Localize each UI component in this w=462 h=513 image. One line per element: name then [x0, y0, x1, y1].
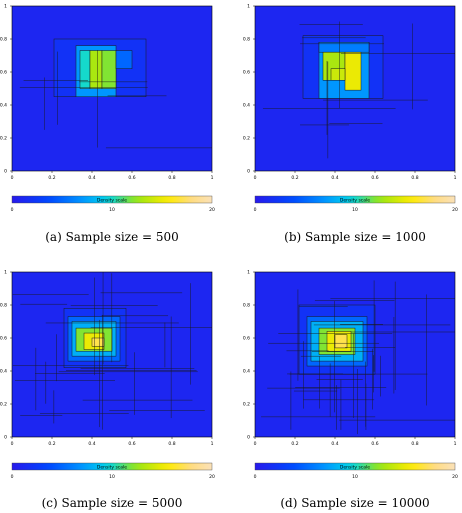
y-tick-label: 0.6: [0, 70, 7, 76]
y-tick-label: 0.4: [243, 103, 250, 109]
y-tick-label: 0: [247, 435, 250, 441]
y-tick-label: 0.8: [243, 303, 250, 309]
x-tick-label: 0.6: [371, 441, 378, 447]
x-tick-label: 0.2: [48, 441, 55, 447]
plot-area-b: 0 0.2 0.4 0.6 0.8 1 0 0.2 0.4 0.6 0.8 1: [243, 4, 457, 182]
y-tick-label: 0.4: [243, 369, 250, 375]
scale-tick-label: 10: [352, 207, 358, 213]
y-tick-label: 0.8: [0, 303, 7, 309]
y-tick-label: 0.6: [243, 336, 250, 342]
y-tick-label: 0.2: [0, 136, 7, 142]
density-scale-bar-c: 0 10 20: [11, 462, 215, 480]
panel-b: 0 0.2 0.4 0.6 0.8 100.20.40.60.81 (b) Sample …: [243, 4, 458, 245]
scale-tick-label: 10: [109, 474, 115, 480]
density-scale-label-c: Density scale: [97, 465, 127, 471]
y-tick-label: 1: [247, 4, 250, 10]
plot-frame: [11, 5, 213, 172]
x-tick-label: 1: [211, 175, 214, 181]
density-cell: [334, 334, 348, 349]
y-tick-label: 0.2: [243, 136, 250, 142]
x-tick-label: 0.8: [411, 441, 418, 447]
y-tick-label: 1: [247, 270, 250, 276]
plot-frame: [254, 5, 456, 172]
x-tick-label: 0.8: [168, 441, 175, 447]
plot-frame: [11, 271, 213, 438]
x-tick-label: 0: [254, 175, 257, 181]
y-tick-label: 0.2: [0, 402, 7, 408]
x-tick-label: 0.4: [331, 175, 338, 181]
scale-tick-label: 20: [209, 207, 215, 213]
plot-area-d: 0 0.2 0.4 0.6 0.8 1 0 0.2 0.4 0.6 0.8 1: [243, 270, 457, 448]
y-tick-label: 0: [247, 169, 250, 175]
caption-a: (a) Sample size = 500: [45, 230, 179, 244]
y-tick-label: 0.8: [0, 37, 7, 43]
y-tick-label: 0.6: [243, 70, 250, 76]
panel-a: 0 0.2 0.4 0.6 0.8 100.20.40.60.81 (a) Sample …: [0, 4, 215, 245]
caption-b: (b) Sample size = 1000: [284, 230, 426, 244]
panel-d: 0 0.2 0.4 0.6 0.8 100.20.40.60.81 (d) Sample …: [243, 270, 458, 511]
x-tick-label: 0.2: [291, 175, 298, 181]
x-tick-label: 0.8: [168, 175, 175, 181]
density-gradient: [254, 195, 456, 204]
plot-area-a: 0 0.2 0.4 0.6 0.8 1 0 0.2 0.4 0.6 0.8 1: [0, 4, 214, 182]
density-cell: [115, 50, 133, 69]
density-cell: [101, 50, 117, 89]
panel-c: 0 0.2 0.4 0.6 0.8 100.20.40.60.81 (c) Sample …: [0, 270, 215, 511]
density-scale-bar-b: 0 10 20: [254, 195, 458, 213]
scale-tick-label: 0: [11, 474, 14, 480]
density-scale-label-d: Density scale: [340, 465, 370, 471]
x-tick-label: 0.4: [88, 441, 95, 447]
x-tick-label: 0: [11, 441, 14, 447]
plot-area-c: 0 0.2 0.4 0.6 0.8 1 0 0.2 0.4 0.6 0.8 1: [0, 270, 214, 448]
y-tick-label: 0: [4, 169, 7, 175]
density-scale-bar-d: 0 10 20: [254, 462, 458, 480]
x-tick-label: 0: [254, 441, 257, 447]
x-tick-label: 1: [454, 175, 457, 181]
x-tick-label: 1: [211, 441, 214, 447]
density-gradient: [11, 462, 213, 471]
density-scale-bar-a: 0 10 20: [11, 195, 215, 213]
scale-tick-label: 10: [109, 207, 115, 213]
x-tick-label: 0.4: [331, 441, 338, 447]
scale-tick-label: 0: [254, 207, 257, 213]
y-tick-label: 0.8: [243, 37, 250, 43]
y-tick-label: 0.4: [0, 369, 7, 375]
density-cell: [330, 68, 346, 81]
scale-tick-label: 0: [11, 207, 14, 213]
density-cell: [89, 50, 103, 89]
scale-tick-label: 0: [254, 474, 257, 480]
x-tick-label: 0.2: [48, 175, 55, 181]
y-tick-label: 0.4: [0, 103, 7, 109]
density-scale-label-b: Density scale: [340, 198, 370, 204]
density-cell: [91, 337, 105, 347]
density-cell: [79, 50, 91, 89]
y-tick-label: 0.6: [0, 336, 7, 342]
plot-frame: [254, 271, 456, 438]
y-tick-label: 0: [4, 435, 7, 441]
x-tick-label: 0.6: [128, 175, 135, 181]
scale-tick-label: 20: [452, 474, 458, 480]
x-tick-label: 0.6: [371, 175, 378, 181]
x-tick-label: 0.6: [128, 441, 135, 447]
caption-d: (d) Sample size = 10000: [280, 496, 429, 510]
x-tick-label: 1: [454, 441, 457, 447]
density-scale-label-a: Density scale: [97, 198, 127, 204]
density-gradient: [254, 462, 456, 471]
x-tick-label: 0.2: [291, 441, 298, 447]
caption-c: (c) Sample size = 5000: [42, 496, 183, 510]
x-tick-label: 0.8: [411, 175, 418, 181]
scale-tick-label: 20: [452, 207, 458, 213]
scale-tick-label: 20: [209, 474, 215, 480]
y-tick-label: 1: [4, 4, 7, 10]
density-gradient: [11, 195, 213, 204]
y-tick-label: 1: [4, 270, 7, 276]
density-cell: [344, 51, 362, 91]
y-tick-label: 0.2: [243, 402, 250, 408]
scale-tick-label: 10: [352, 474, 358, 480]
x-tick-label: 0.4: [88, 175, 95, 181]
x-tick-label: 0: [11, 175, 14, 181]
